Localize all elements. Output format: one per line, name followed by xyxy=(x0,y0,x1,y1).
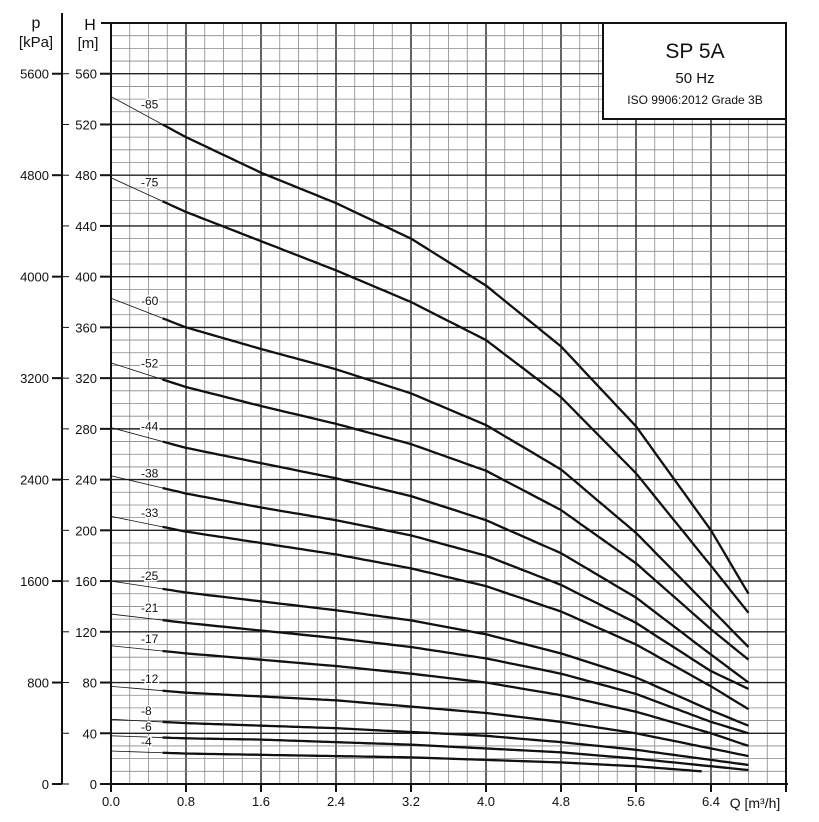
q-tick-label: 3.2 xyxy=(402,794,420,809)
curve-label: -85 xyxy=(141,97,159,111)
q-tick-label: 4.0 xyxy=(477,794,495,809)
curve--33 xyxy=(162,525,750,711)
h-tick-label: 440 xyxy=(75,219,97,234)
curve-label: -52 xyxy=(141,356,159,370)
q-tick-label: 0.0 xyxy=(102,794,120,809)
curve-extension--75 xyxy=(110,177,163,202)
curve-extension--38 xyxy=(110,475,163,489)
curve--75 xyxy=(162,200,750,614)
curve--17 xyxy=(162,649,749,747)
curve-extension--60 xyxy=(110,297,163,319)
y-axis-label: H xyxy=(84,17,96,34)
legend-frequency: 50 Hz xyxy=(675,70,714,87)
curves: -85 -75 -60 -52 -44 -38 -33 -25 -21 -17 -12 -8 -6-4 xyxy=(110,96,750,773)
curve--85 xyxy=(162,123,750,595)
p-tick-label: 3200 xyxy=(20,371,49,386)
h-tick-label: 80 xyxy=(83,676,97,691)
grid xyxy=(110,22,787,785)
h-tick-label: 480 xyxy=(75,168,97,183)
h-tick-label: 240 xyxy=(75,473,97,488)
curve-extension--21 xyxy=(110,613,163,621)
p-tick-label: 1600 xyxy=(20,574,49,589)
curve--60 xyxy=(162,317,750,648)
q-tick-label: 2.4 xyxy=(327,794,345,809)
curve-label: -33 xyxy=(141,506,159,520)
p-tick-label: 5600 xyxy=(20,67,49,82)
q-tick-label: 4.8 xyxy=(552,794,570,809)
curve-label: -38 xyxy=(141,467,159,481)
curve-extension--25 xyxy=(110,580,163,590)
q-tick-label: 0.8 xyxy=(177,794,195,809)
curve--52 xyxy=(162,378,750,661)
curve-extension--33 xyxy=(110,515,163,528)
q-tick-label: 1.6 xyxy=(252,794,270,809)
y2-axis-label: p xyxy=(32,15,41,32)
curve--44 xyxy=(162,440,750,684)
curve-extension--12 xyxy=(110,685,163,692)
curve--8 xyxy=(162,720,749,767)
curve-label: -21 xyxy=(141,601,159,615)
curve-extension--52 xyxy=(110,362,163,380)
curve--38 xyxy=(162,486,749,690)
p-tick-label: 2400 xyxy=(20,473,49,488)
y-axis-unit: [m] xyxy=(78,35,99,52)
x-axis-label: Q [m³/h] xyxy=(730,795,781,811)
axes: 0 40 80 120 160 200 240 280 320 360 400 440 480 520 56… xyxy=(20,13,788,809)
curve-label: -60 xyxy=(141,294,159,308)
curve-label: -6 xyxy=(141,720,152,734)
curve--25 xyxy=(162,587,749,727)
h-tick-label: 0 xyxy=(90,777,97,792)
h-tick-label: 560 xyxy=(75,67,97,82)
curve--21 xyxy=(162,619,749,735)
h-tick-label: 360 xyxy=(75,320,97,335)
curve-label: -17 xyxy=(141,632,159,646)
curve-extension--6 xyxy=(110,735,163,738)
curve-label: -8 xyxy=(141,704,152,718)
curve-label: -44 xyxy=(141,419,159,433)
curve--12 xyxy=(162,689,749,758)
curve-label: -4 xyxy=(141,735,152,749)
curve-label: -25 xyxy=(141,569,159,583)
p-tick-label: 4800 xyxy=(20,168,49,183)
curve-label: -75 xyxy=(141,176,159,190)
curve--4 xyxy=(162,751,702,773)
p-tick-label: 800 xyxy=(27,676,49,691)
curve-extension--85 xyxy=(110,96,163,125)
curve--6 xyxy=(162,736,749,772)
curve-label: -12 xyxy=(141,672,159,686)
y2-axis-unit: [kPa] xyxy=(19,34,53,51)
curve-extension--8 xyxy=(110,718,163,723)
curve-extension--17 xyxy=(110,645,163,652)
legend-box: SP 5A 50 Hz ISO 9906:2012 Grade 3B xyxy=(602,22,787,120)
h-tick-label: 280 xyxy=(75,422,97,437)
h-tick-label: 200 xyxy=(75,523,97,538)
legend-standard: ISO 9906:2012 Grade 3B xyxy=(627,93,762,107)
h-tick-label: 160 xyxy=(75,574,97,589)
q-tick-label: 6.4 xyxy=(702,794,720,809)
q-tick-label: 5.6 xyxy=(627,794,645,809)
p-tick-label: 0 xyxy=(42,777,49,792)
h-tick-label: 400 xyxy=(75,270,97,285)
h-tick-label: 520 xyxy=(75,117,97,132)
p-tick-label: 4000 xyxy=(20,270,49,285)
h-tick-label: 120 xyxy=(75,625,97,640)
curve-extension--44 xyxy=(110,427,163,442)
legend-title: SP 5A xyxy=(665,40,724,63)
h-tick-label: 40 xyxy=(83,726,97,741)
h-tick-label: 320 xyxy=(75,371,97,386)
curve-extension--4 xyxy=(110,750,163,754)
